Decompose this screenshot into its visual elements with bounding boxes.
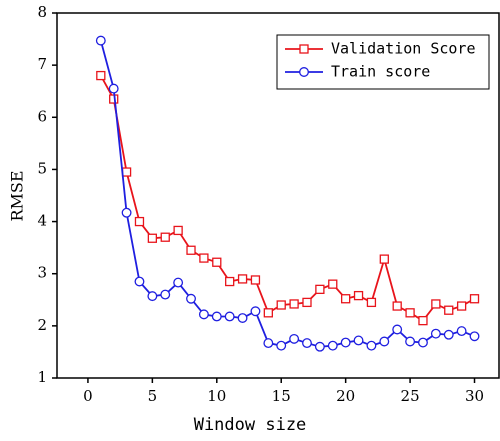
marker <box>147 233 158 243</box>
marker <box>263 338 274 349</box>
marker <box>353 335 364 346</box>
marker <box>379 336 390 347</box>
legend-marker <box>299 67 309 77</box>
marker <box>250 306 261 317</box>
marker <box>405 336 416 347</box>
y-tick-label: 1 <box>37 368 47 386</box>
x-tick-label: 30 <box>465 387 484 405</box>
marker <box>147 291 158 302</box>
marker <box>173 277 184 288</box>
marker <box>443 329 454 340</box>
marker <box>121 207 132 218</box>
legend-marker <box>299 44 309 54</box>
marker <box>276 340 287 351</box>
x-tick-label: 25 <box>401 387 420 405</box>
marker <box>302 297 312 308</box>
marker <box>392 324 403 335</box>
marker <box>160 289 171 300</box>
x-tick-label: 0 <box>83 387 93 405</box>
marker <box>186 293 196 304</box>
marker <box>276 300 286 310</box>
marker <box>456 301 467 311</box>
marker <box>327 340 338 351</box>
marker <box>340 337 351 348</box>
marker <box>456 326 467 337</box>
marker <box>160 232 170 242</box>
x-tick-label: 15 <box>272 387 291 405</box>
marker <box>366 297 377 308</box>
marker <box>121 167 132 177</box>
marker <box>314 341 325 352</box>
marker <box>199 253 209 263</box>
marker <box>315 284 325 295</box>
y-tick-label: 3 <box>37 264 47 282</box>
plot-frame <box>56 12 500 379</box>
marker <box>237 274 248 284</box>
marker <box>211 311 222 322</box>
x-tick-label: 5 <box>148 387 158 405</box>
y-tick-label: 2 <box>37 316 47 334</box>
marker <box>225 276 235 287</box>
marker <box>198 309 209 320</box>
marker <box>431 299 441 309</box>
marker <box>444 305 454 315</box>
marker <box>392 301 402 311</box>
marker <box>418 337 428 348</box>
marker <box>341 294 351 304</box>
marker <box>289 333 300 344</box>
marker <box>405 308 415 318</box>
legend-label: Validation Score <box>331 40 476 58</box>
marker <box>96 70 106 81</box>
marker <box>173 225 183 236</box>
marker <box>134 216 145 227</box>
marker <box>366 340 377 351</box>
marker <box>186 245 196 255</box>
marker <box>302 338 312 349</box>
series-line <box>100 75 475 322</box>
y-tick-label: 4 <box>37 212 47 230</box>
marker <box>379 254 389 264</box>
marker <box>250 275 261 285</box>
legend-label: Train score <box>331 63 430 81</box>
marker <box>353 290 364 301</box>
marker <box>289 299 299 309</box>
marker <box>224 311 235 322</box>
y-tick-label: 8 <box>37 3 47 21</box>
marker <box>469 294 480 304</box>
y-tick-label: 5 <box>37 159 47 177</box>
marker <box>95 35 106 46</box>
legend-box <box>276 34 490 90</box>
marker <box>430 328 441 339</box>
marker <box>212 257 222 267</box>
y-tick-label: 6 <box>37 107 47 125</box>
marker <box>469 331 480 342</box>
y-axis-label: RMSE <box>8 170 27 221</box>
marker <box>418 315 428 326</box>
marker <box>108 83 119 94</box>
x-tick-label: 20 <box>336 387 355 405</box>
marker <box>328 279 338 289</box>
y-tick-label: 7 <box>37 55 47 73</box>
marker <box>237 313 248 323</box>
x-tick-label: 10 <box>207 387 226 405</box>
x-axis-label: Window size <box>194 415 307 435</box>
marker <box>134 276 145 287</box>
marker <box>263 308 273 318</box>
